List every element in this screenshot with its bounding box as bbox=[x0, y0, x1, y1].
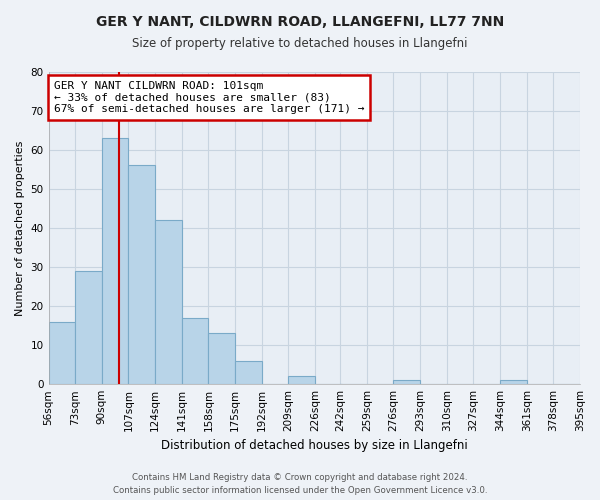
Bar bbox=[500, 380, 527, 384]
Bar bbox=[155, 220, 182, 384]
Bar bbox=[208, 334, 235, 384]
Text: Contains HM Land Registry data © Crown copyright and database right 2024.
Contai: Contains HM Land Registry data © Crown c… bbox=[113, 474, 487, 495]
Bar bbox=[289, 376, 315, 384]
X-axis label: Distribution of detached houses by size in Llangefni: Distribution of detached houses by size … bbox=[161, 440, 467, 452]
Bar bbox=[394, 380, 420, 384]
Bar bbox=[128, 166, 155, 384]
Bar bbox=[75, 271, 102, 384]
Bar bbox=[49, 322, 75, 384]
Text: Size of property relative to detached houses in Llangefni: Size of property relative to detached ho… bbox=[132, 38, 468, 51]
Text: GER Y NANT CILDWRN ROAD: 101sqm
← 33% of detached houses are smaller (83)
67% of: GER Y NANT CILDWRN ROAD: 101sqm ← 33% of… bbox=[54, 81, 364, 114]
Text: GER Y NANT, CILDWRN ROAD, LLANGEFNI, LL77 7NN: GER Y NANT, CILDWRN ROAD, LLANGEFNI, LL7… bbox=[96, 15, 504, 29]
Y-axis label: Number of detached properties: Number of detached properties bbox=[15, 140, 25, 316]
Bar bbox=[182, 318, 208, 384]
Bar bbox=[102, 138, 128, 384]
Bar bbox=[235, 360, 262, 384]
